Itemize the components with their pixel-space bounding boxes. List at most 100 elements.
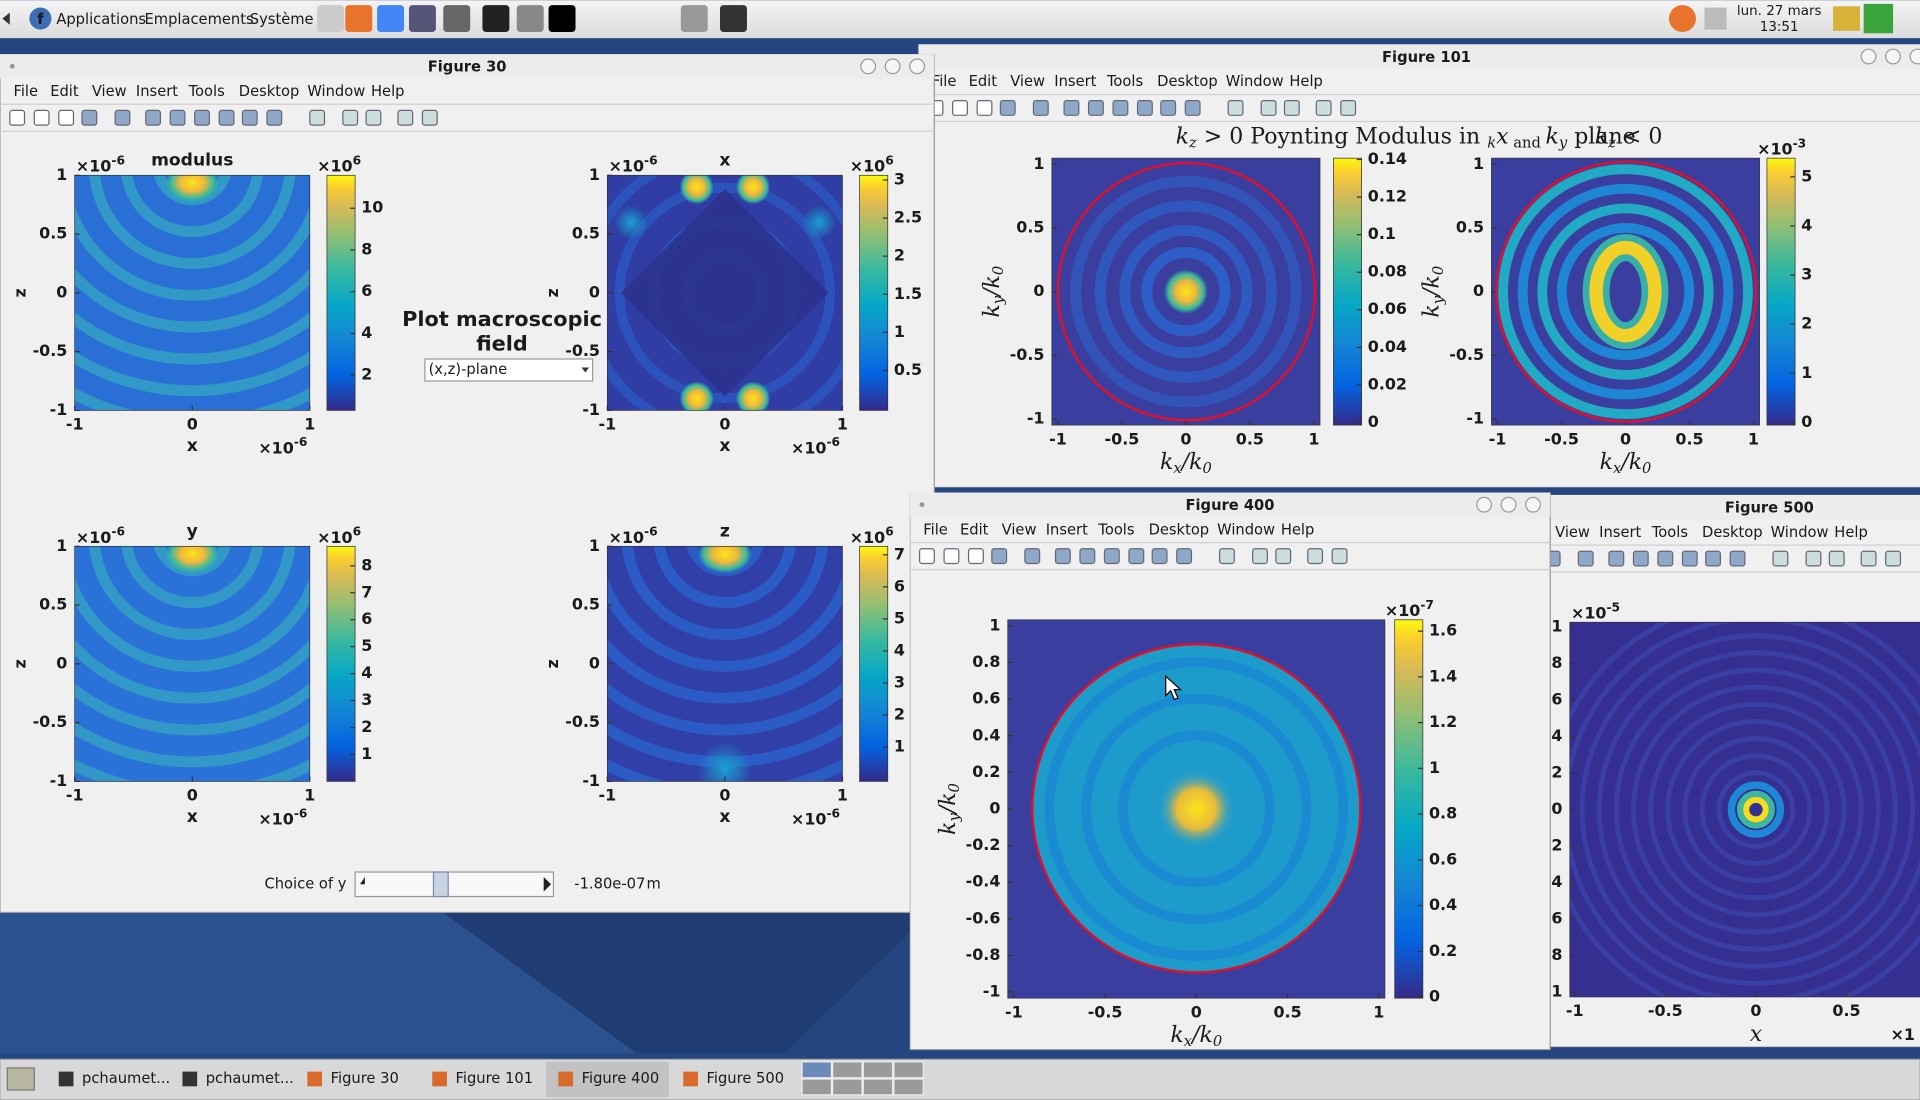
toolbar-button[interactable] bbox=[145, 109, 162, 126]
toolbar-button[interactable] bbox=[1227, 100, 1244, 116]
toolbar-button[interactable] bbox=[1275, 548, 1292, 565]
workspace[interactable] bbox=[862, 1078, 894, 1096]
menu-item[interactable]: Insert bbox=[1599, 524, 1641, 541]
task-item[interactable]: Figure 400 bbox=[582, 1070, 660, 1087]
toolbar-button[interactable] bbox=[1160, 100, 1177, 116]
window-button[interactable] bbox=[1525, 496, 1542, 513]
toolbar-button[interactable] bbox=[1608, 550, 1625, 567]
toolbar-button[interactable] bbox=[169, 109, 186, 126]
window-button[interactable] bbox=[1860, 48, 1877, 65]
panel-menu[interactable]: Emplacements bbox=[144, 11, 253, 28]
menu-item[interactable]: View bbox=[1010, 73, 1045, 90]
show-desktop[interactable] bbox=[6, 1067, 35, 1091]
toolbar-button[interactable] bbox=[952, 100, 968, 116]
toolbar-button[interactable] bbox=[421, 109, 438, 126]
toolbar-button[interactable] bbox=[976, 100, 993, 116]
toolbar-button[interactable] bbox=[1260, 100, 1277, 116]
menu-item[interactable]: Insert bbox=[136, 83, 178, 100]
toolbar-button[interactable] bbox=[1218, 548, 1235, 565]
toolbar-button[interactable] bbox=[967, 548, 984, 565]
slider-right[interactable] bbox=[543, 876, 552, 892]
workspace[interactable] bbox=[862, 1061, 894, 1079]
toolbar-button[interactable] bbox=[999, 100, 1016, 116]
toolbar-button[interactable] bbox=[58, 109, 75, 126]
task-icon[interactable] bbox=[182, 1071, 198, 1087]
workspace[interactable] bbox=[832, 1061, 863, 1079]
toolbar-button[interactable] bbox=[266, 109, 283, 126]
toolbar-button[interactable] bbox=[1128, 548, 1145, 565]
task-item[interactable]: pchaumet... bbox=[82, 1070, 170, 1087]
toolbar-button[interactable] bbox=[1315, 100, 1332, 116]
menu-item[interactable]: View bbox=[1002, 521, 1037, 538]
toolbar-button[interactable] bbox=[1054, 548, 1071, 565]
toolbar-button[interactable] bbox=[1136, 100, 1153, 116]
launcher-icon[interactable] bbox=[482, 5, 510, 33]
toolbar-button[interactable] bbox=[1176, 548, 1193, 565]
window-button[interactable] bbox=[884, 58, 901, 75]
window-button[interactable] bbox=[1500, 496, 1517, 513]
toolbar-button[interactable] bbox=[1063, 100, 1080, 116]
volume-icon[interactable] bbox=[1704, 7, 1727, 30]
menu-item[interactable]: Help bbox=[1281, 521, 1314, 538]
window-button[interactable] bbox=[1476, 496, 1493, 513]
workspace[interactable] bbox=[893, 1061, 924, 1079]
toolbar-button[interactable] bbox=[1632, 550, 1649, 567]
launcher-icon[interactable] bbox=[548, 5, 576, 33]
toolbar-button[interactable] bbox=[1024, 548, 1041, 565]
menu-item[interactable]: Desktop bbox=[1149, 521, 1210, 538]
task-item[interactable]: pchaumet... bbox=[206, 1070, 294, 1087]
slider-thumb[interactable] bbox=[432, 871, 449, 898]
task-icon[interactable] bbox=[683, 1071, 698, 1087]
toolbar-button[interactable] bbox=[1681, 550, 1698, 567]
tray-icon[interactable] bbox=[1833, 6, 1860, 31]
menu-item[interactable]: Help bbox=[371, 83, 404, 100]
toolbar-button[interactable] bbox=[1577, 550, 1594, 567]
toolbar-button[interactable] bbox=[1151, 548, 1168, 565]
plane-dropdown-value[interactable]: (x,z)-plane bbox=[429, 361, 508, 378]
task-item[interactable]: Figure 500 bbox=[707, 1070, 785, 1087]
toolbar-button[interactable] bbox=[918, 548, 935, 565]
toolbar-button[interactable] bbox=[218, 109, 235, 126]
toolbar-button[interactable] bbox=[114, 109, 131, 126]
menu-item[interactable]: Edit bbox=[969, 73, 998, 90]
menu-item[interactable]: Desktop bbox=[1702, 524, 1763, 541]
menu-item[interactable]: Desktop bbox=[239, 83, 300, 100]
workspace[interactable] bbox=[801, 1078, 833, 1096]
menu-item[interactable]: Tools bbox=[1651, 524, 1688, 541]
workspace[interactable] bbox=[801, 1061, 833, 1079]
toolbar-button[interactable] bbox=[9, 109, 26, 126]
menu-item[interactable]: File bbox=[13, 83, 38, 100]
menu-item[interactable]: Window bbox=[1226, 73, 1284, 90]
clock-time[interactable]: 13:51 bbox=[1760, 20, 1799, 35]
workspace[interactable] bbox=[832, 1078, 863, 1096]
task-icon[interactable] bbox=[307, 1071, 323, 1087]
toolbar-button[interactable] bbox=[1885, 550, 1902, 567]
logout-icon[interactable] bbox=[1863, 3, 1894, 34]
update-icon[interactable] bbox=[1668, 5, 1696, 33]
menu-item[interactable]: Window bbox=[1217, 521, 1275, 538]
workspace[interactable] bbox=[893, 1078, 924, 1096]
toolbar-button[interactable] bbox=[1103, 548, 1120, 565]
task-icon[interactable] bbox=[558, 1071, 574, 1087]
toolbar-button[interactable] bbox=[943, 548, 960, 565]
toolbar-button[interactable] bbox=[241, 109, 258, 126]
slider-track[interactable] bbox=[354, 871, 555, 898]
menu-item[interactable]: Desktop bbox=[1157, 73, 1218, 90]
toolbar-button[interactable] bbox=[365, 109, 382, 126]
task-item[interactable]: Figure 30 bbox=[331, 1070, 399, 1087]
menu-item[interactable]: Help bbox=[1834, 524, 1867, 541]
menu-item[interactable]: Help bbox=[1289, 73, 1322, 90]
toolbar-button[interactable] bbox=[1307, 548, 1324, 565]
window-button[interactable] bbox=[860, 58, 877, 75]
toolbar-button[interactable] bbox=[1805, 550, 1822, 567]
menu-item[interactable]: Insert bbox=[1046, 521, 1088, 538]
menu-item[interactable]: Tools bbox=[1097, 521, 1134, 538]
task-item[interactable]: Figure 101 bbox=[456, 1070, 534, 1087]
panel-menu[interactable]: Applications bbox=[56, 11, 146, 28]
launcher-icon[interactable] bbox=[443, 5, 471, 33]
toolbar-button[interactable] bbox=[1860, 550, 1877, 567]
window-button[interactable] bbox=[1885, 48, 1902, 65]
toolbar-button[interactable] bbox=[33, 109, 50, 126]
menu-item[interactable]: Window bbox=[1771, 524, 1829, 541]
window-button[interactable] bbox=[909, 58, 926, 75]
